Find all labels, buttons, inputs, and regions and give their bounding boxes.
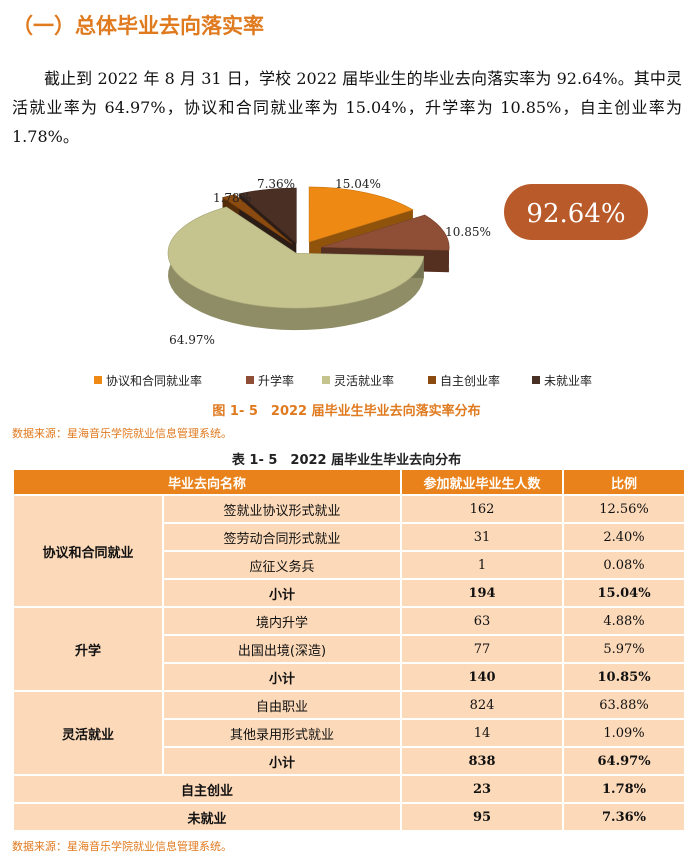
legend-label: 灵活就业率 (334, 373, 394, 388)
row-item: 应征义务兵 (161, 550, 403, 580)
subtotal-ratio: 64.97% (562, 746, 687, 776)
pie-slice-3 (167, 206, 425, 309)
row-count: 77 (400, 634, 565, 664)
total-count: 95 (400, 802, 565, 832)
legend-swatch (322, 376, 330, 384)
table-row: 其他录用形式就业 14 1.09% (13, 718, 687, 748)
row-ratio: 12.56% (562, 494, 687, 524)
subtotal-count: 838 (400, 746, 565, 776)
legend-swatch (532, 376, 540, 384)
legend-label: 自主创业率 (440, 373, 500, 388)
total-name: 自主创业 (11, 774, 403, 804)
table-caption: 表 1- 5 2022 届毕业生毕业去向分布 (231, 453, 462, 468)
subtotal-row: 小计 194 15.04% (13, 578, 687, 608)
row-ratio: 1.09% (562, 718, 687, 748)
table-row: 灵活就业 自由职业 824 63.88% (12, 690, 687, 776)
row-item: 其他录用形式就业 (161, 718, 403, 748)
row-count: 824 (400, 690, 565, 720)
row-count: 14 (400, 718, 565, 748)
pie-slice-1 (308, 186, 414, 243)
table-row: 协议和合同就业 签就业协议形式就业 162 12.56% (12, 494, 687, 608)
subtotal-row: 小计 838 64.97% (13, 746, 687, 776)
distribution-table: 毕业去向名称 参加就业毕业生人数 比例 协议和合同就业 签就业协议形式就业 16… (11, 468, 687, 832)
row-count: 162 (400, 494, 565, 524)
header-count: 参加就业毕业生人数 (400, 468, 565, 496)
legend-label: 升学率 (258, 373, 294, 388)
pie-data-label: 15.04% (335, 177, 381, 191)
subtotal-ratio: 15.04% (562, 578, 687, 608)
row-item: 签劳动合同形式就业 (161, 522, 403, 552)
subtotal-label: 小计 (161, 578, 403, 608)
row-ratio: 5.97% (562, 634, 687, 664)
pie-data-label: 10.85% (445, 225, 491, 239)
rate-badge (504, 184, 648, 240)
legend-swatch (428, 376, 436, 384)
header-ratio: 比例 (562, 468, 687, 496)
table-row: 升学 境内升学 63 4.88% (12, 606, 687, 692)
pie-chart: 15.04% 10.85% 64.97% 1.78% 7.36% 92.64% 协议和合同就… (94, 177, 648, 388)
row-ratio: 0.08% (562, 550, 687, 580)
subtotal-row: 小计 140 10.85% (13, 662, 687, 692)
total-count: 23 (400, 774, 565, 804)
total-row: 自主创业 23 1.78% (11, 774, 687, 804)
pie-data-label: 1.78% (213, 191, 251, 205)
group-name: 协议和合同就业 (12, 494, 164, 608)
row-item: 出国出境(深造) (161, 634, 403, 664)
legend-label: 协议和合同就业率 (106, 373, 202, 388)
table-row: 出国出境(深造) 77 5.97% (13, 634, 687, 664)
row-item: 签就业协议形式就业 (161, 494, 403, 524)
subtotal-label: 小计 (161, 746, 403, 776)
legend-label: 未就业率 (544, 373, 592, 388)
total-ratio: 7.36% (562, 802, 687, 832)
subtotal-count: 194 (400, 578, 565, 608)
table-row: 签劳动合同形式就业 31 2.40% (13, 522, 687, 552)
pie-slice-2 (321, 214, 450, 251)
subtotal-count: 140 (400, 662, 565, 692)
summary-paragraph: 截止到 2022 年 8 月 31 日，学校 2022 届毕业生的毕业去向落实率… (12, 69, 682, 146)
row-ratio: 4.88% (562, 606, 687, 636)
table-source-note: 数据来源：星海音乐学院就业信息管理系统。 (12, 840, 232, 853)
row-count: 1 (400, 550, 565, 580)
total-row: 未就业 95 7.36% (11, 802, 687, 832)
total-name: 未就业 (11, 802, 403, 832)
row-count: 63 (400, 606, 565, 636)
table-row: 应征义务兵 1 0.08% (13, 550, 687, 580)
row-ratio: 2.40% (562, 522, 687, 552)
row-item: 境内升学 (161, 606, 403, 636)
group-name: 灵活就业 (12, 690, 164, 776)
legend-swatch (94, 376, 102, 384)
pie-slice-4 (221, 194, 293, 244)
row-ratio: 63.88% (562, 690, 687, 720)
pie-data-label: 64.97% (169, 333, 215, 347)
legend-swatch (246, 376, 254, 384)
group-name: 升学 (12, 606, 164, 692)
total-ratio: 1.78% (562, 774, 687, 804)
table-header-row: 毕业去向名称 参加就业毕业生人数 比例 (11, 468, 687, 496)
subtotal-ratio: 10.85% (562, 662, 687, 692)
row-count: 31 (400, 522, 565, 552)
figure-source-note: 数据来源：星海音乐学院就业信息管理系统。 (12, 427, 232, 440)
pie-data-label: 7.36% (257, 177, 295, 191)
header-destination: 毕业去向名称 (11, 468, 403, 496)
section-title: （一）总体毕业去向落实率 (12, 14, 264, 38)
rate-badge-text: 92.64% (526, 199, 625, 229)
subtotal-label: 小计 (161, 662, 403, 692)
figure-caption: 图 1- 5 2022 届毕业生毕业去向落实率分布 (212, 404, 481, 419)
pie-slice-5 (238, 187, 297, 244)
row-item: 自由职业 (161, 690, 403, 720)
